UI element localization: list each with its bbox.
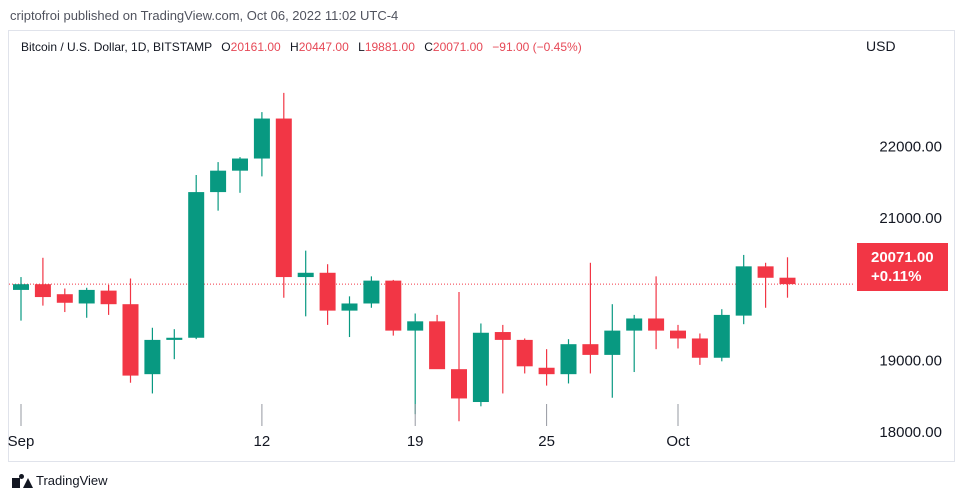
candle-body — [516, 339, 533, 367]
last-price-badge: 20071.00 +0.11% — [857, 243, 948, 291]
candle-body — [166, 337, 183, 340]
legend-high: 20447.00 — [298, 40, 349, 54]
ohlc-legend: Bitcoin / U.S. Dollar, 1D, BITSTAMP O201… — [21, 40, 582, 54]
candle-body — [670, 330, 686, 339]
candle-body — [13, 284, 29, 290]
candle-body — [275, 118, 292, 278]
candle-body — [735, 266, 752, 316]
x-tick-label: 12 — [254, 433, 271, 450]
tradingview-footer[interactable]: TradingView — [12, 473, 108, 488]
candle-body — [429, 321, 446, 370]
candle-body — [341, 303, 358, 311]
footer-brand: TradingView — [36, 473, 108, 488]
x-tick-label: Oct — [666, 433, 690, 450]
candle-body — [779, 277, 796, 285]
candle-body — [319, 272, 336, 311]
candle-body — [363, 280, 380, 304]
legend-close-label: C — [424, 40, 433, 54]
candle-body — [757, 266, 774, 278]
chart-frame — [8, 30, 955, 462]
candle-body — [560, 344, 577, 375]
legend-open-label: O — [221, 40, 231, 54]
last-price-change: +0.11% — [871, 268, 922, 285]
candle-body — [253, 118, 270, 159]
publisher-line: criptofroi published on TradingView.com,… — [10, 8, 399, 23]
currency-label: USD — [866, 38, 896, 54]
candle-body — [604, 330, 621, 355]
x-tick-label: Sep — [8, 433, 35, 450]
candle-body — [385, 280, 402, 331]
last-price-value: 20071.00 — [871, 249, 934, 266]
x-tick-label: 19 — [407, 433, 424, 450]
candle-body — [451, 369, 467, 399]
candle-body — [144, 339, 161, 375]
candle-body — [122, 304, 139, 376]
y-tick-label: 19000.00 — [879, 353, 942, 370]
candle-body — [297, 272, 314, 278]
candle-body — [34, 284, 51, 298]
legend-close: 20071.00 — [432, 40, 483, 54]
legend-open: 20161.00 — [230, 40, 281, 54]
y-tick-label: 22000.00 — [879, 138, 942, 155]
y-tick-label: 21000.00 — [879, 210, 942, 227]
candle-body — [407, 321, 424, 331]
candle-body — [648, 318, 665, 331]
candle-body — [472, 332, 489, 403]
x-tick-label: 25 — [538, 433, 555, 450]
tradingview-logo-icon — [12, 473, 33, 488]
candle-body — [78, 289, 95, 304]
legend-change: −91.00 (−0.45%) — [492, 40, 582, 54]
y-tick-label: 18000.00 — [879, 424, 942, 441]
candle-body — [56, 294, 73, 303]
legend-low: 19881.00 — [364, 40, 415, 54]
candle-body — [210, 170, 227, 193]
candle-body — [494, 332, 511, 340]
candle-body — [188, 192, 205, 338]
candle-body — [582, 344, 599, 355]
candle-body — [232, 158, 248, 171]
candle-body — [713, 314, 730, 358]
candle-body — [100, 290, 117, 305]
candle-body — [691, 338, 708, 358]
candle-body — [538, 367, 555, 375]
legend-symbol: Bitcoin / U.S. Dollar, 1D, BITSTAMP — [21, 40, 212, 54]
legend-high-label: H — [290, 40, 299, 54]
candle-body — [626, 318, 643, 331]
legend-low-label: L — [358, 40, 365, 54]
